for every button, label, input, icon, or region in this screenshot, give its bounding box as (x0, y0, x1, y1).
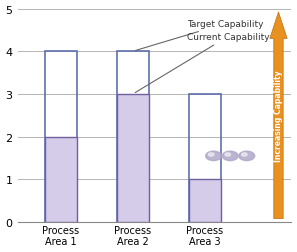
Bar (189, 180, 221, 222)
Bar (45, 52, 77, 222)
Text: Target Capability: Target Capability (135, 20, 263, 51)
Circle shape (206, 152, 222, 161)
Circle shape (222, 152, 238, 161)
Bar (189, 94, 221, 222)
Circle shape (241, 153, 247, 156)
Bar (117, 52, 149, 222)
Circle shape (239, 152, 255, 161)
Text: Current Capability: Current Capability (135, 33, 270, 93)
Circle shape (225, 153, 230, 156)
Circle shape (208, 153, 214, 156)
Text: Increasing Capability: Increasing Capability (274, 70, 283, 162)
Polygon shape (270, 13, 287, 219)
Bar (45, 137, 77, 222)
Bar (117, 94, 149, 222)
